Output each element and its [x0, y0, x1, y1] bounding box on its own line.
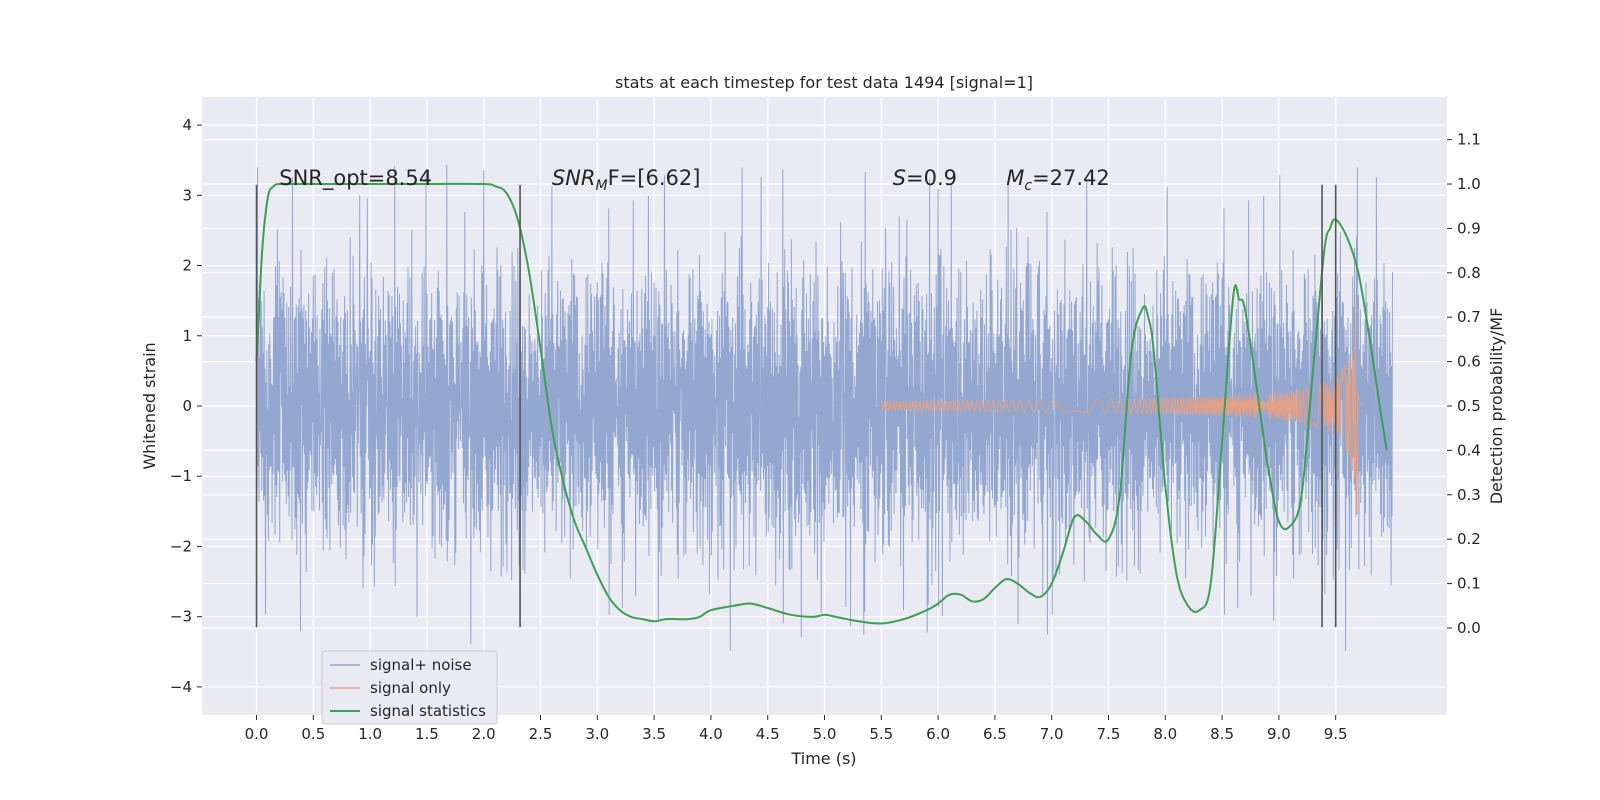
y-tick-label: 3	[182, 186, 192, 204]
x-tick-label: 1.0	[358, 725, 382, 743]
annotation-part: =27.42	[1032, 166, 1110, 190]
x-tick-label: 4.5	[756, 725, 780, 743]
y-tick-label: 1	[182, 327, 192, 345]
x-tick-label: 8.0	[1153, 725, 1177, 743]
y2-tick-label: 0.4	[1457, 441, 1481, 459]
y2-tick-label: 0.0	[1457, 619, 1481, 637]
y2-tick-label: 0.1	[1457, 575, 1481, 593]
y2-tick-label: 0.7	[1457, 308, 1481, 326]
x-axis-label: Time (s)	[790, 749, 856, 768]
annotation-text: Mc=27.42	[1006, 166, 1110, 194]
y2-tick-label: 1.1	[1457, 131, 1481, 149]
annotation-part: F=[6.62]	[608, 166, 701, 190]
annotation-subscript: c	[1024, 178, 1032, 194]
x-tick-label: 3.0	[585, 725, 609, 743]
x-tick-label: 2.0	[472, 725, 496, 743]
y-tick-label: 4	[182, 116, 192, 134]
annotation-text: S=0.9	[893, 166, 957, 190]
chart-title: stats at each timestep for test data 149…	[615, 73, 1033, 92]
y-tick-label: 0	[182, 397, 192, 415]
legend: signal+ noise signal only signal statistic…	[321, 650, 498, 725]
legend-label: signal statistics	[370, 702, 486, 720]
y-axis-label: Whitened strain	[140, 342, 159, 469]
signal-statistics-line	[255, 182, 1388, 625]
y2-tick-label: 1.0	[1457, 175, 1481, 193]
annotation-text: SNR_opt=8.54	[279, 166, 432, 191]
x-tick-label: 6.5	[983, 725, 1007, 743]
legend-box	[321, 650, 498, 725]
y-tick-label: 2	[182, 257, 192, 275]
y2-tick-label: 0.6	[1457, 353, 1481, 371]
x-tick-label: 8.5	[1210, 725, 1234, 743]
annotation-part: SNR_opt=8.54	[279, 166, 432, 191]
x-tick-label: 9.0	[1267, 725, 1291, 743]
annotation-italic: S	[893, 166, 906, 190]
y2-tick-label: 0.8	[1457, 264, 1481, 282]
y-tick-label: −2	[170, 537, 192, 555]
annotation-layer: SNR_opt=8.54 SNRMF=[6.62] S=0.9 Mc=27.42	[279, 166, 1110, 194]
y2-tick-label: 0.3	[1457, 486, 1481, 504]
series-layer	[255, 164, 1393, 652]
x-tick-label: 2.5	[529, 725, 553, 743]
x-tick-label: 9.5	[1324, 725, 1348, 743]
x-tick-label: 3.5	[642, 725, 666, 743]
annotation-text: SNRMF=[6.62]	[552, 166, 701, 194]
signal-only-line	[880, 313, 1362, 518]
y-tick-label: −4	[170, 678, 192, 696]
y2-tick-label: 0.5	[1457, 397, 1481, 415]
signal-noise-line	[256, 164, 1393, 652]
x-tick-label: 1.5	[415, 725, 439, 743]
y-tick-label: −3	[170, 608, 192, 626]
y-tick-label: −1	[170, 467, 192, 485]
annotation-italic: M	[1006, 166, 1024, 190]
annotation-italic: SNR	[552, 166, 596, 190]
legend-label: signal only	[370, 679, 451, 697]
x-tick-label: 5.5	[869, 725, 893, 743]
x-tick-label: 6.0	[926, 725, 950, 743]
y2-tick-label: 0.9	[1457, 219, 1481, 237]
vertical-markers	[255, 184, 1337, 628]
y2-tick-label: 0.2	[1457, 530, 1481, 548]
x-tick-label: 7.5	[1097, 725, 1121, 743]
annotation-subscript: M	[596, 178, 608, 194]
x-tick-label: 5.0	[813, 725, 837, 743]
x-tick-label: 7.0	[1040, 725, 1064, 743]
x-tick-label: 0.5	[301, 725, 325, 743]
legend-label: signal+ noise	[370, 656, 472, 674]
x-tick-label: 4.0	[699, 725, 723, 743]
tick-layer: 0.0 0.5 1.0 1.5 2.0 2.5 3.0 3.5 4.0 4.5 5.0 5.5 6.0 6…	[170, 116, 1481, 743]
x-tick-label: 0.0	[245, 725, 269, 743]
annotation-part: =0.9	[906, 166, 957, 190]
y2-axis-label: Detection probability/MF	[1487, 308, 1506, 505]
